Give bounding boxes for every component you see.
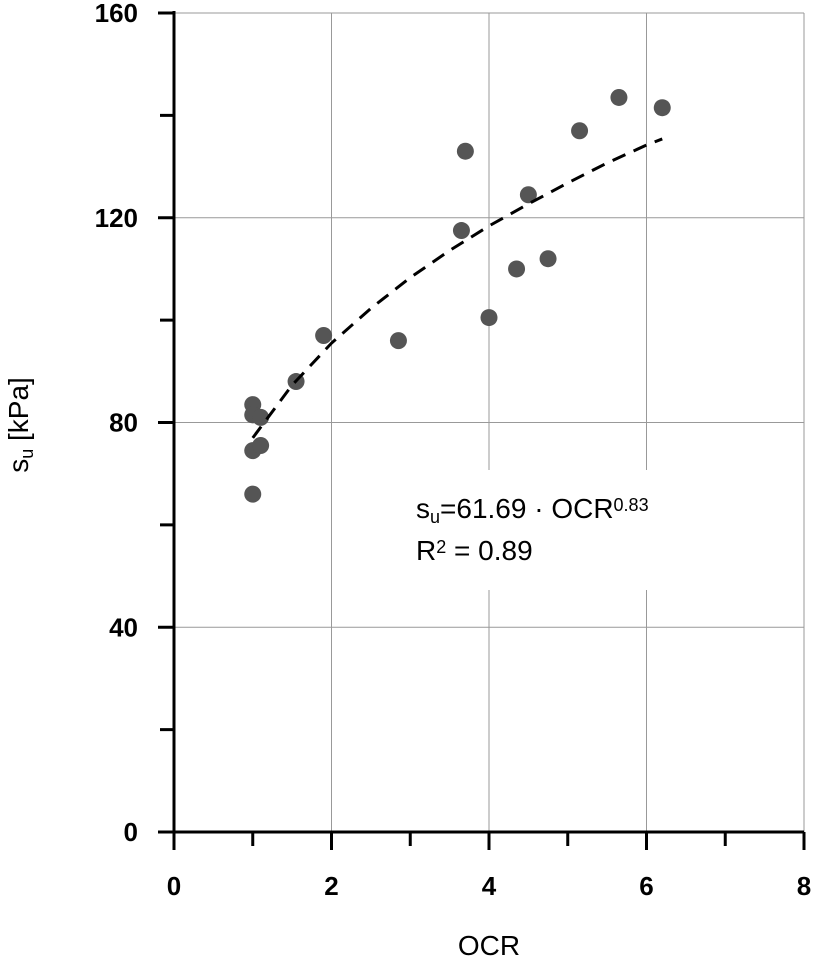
- text-part: = 0.89: [446, 535, 532, 566]
- point: [519, 186, 537, 204]
- text-part: s: [416, 493, 430, 524]
- point: [571, 122, 589, 140]
- point: [252, 408, 270, 426]
- point: [508, 260, 526, 278]
- x-tick-label: 2: [324, 871, 338, 901]
- x-tick-label: 8: [797, 871, 811, 901]
- point: [456, 142, 474, 160]
- annotation-box: [398, 470, 728, 590]
- text-part: u: [430, 507, 440, 527]
- point: [315, 326, 333, 344]
- text-part: =61.69 · OCR: [440, 493, 614, 524]
- text-part: [kPa]: [3, 377, 34, 449]
- text-part: s: [3, 459, 34, 473]
- y-axis-label: su [kPa]: [3, 377, 37, 473]
- fit-line: [251, 137, 663, 439]
- text-part: R: [416, 535, 436, 566]
- annotation: R2 = 0.89: [416, 535, 533, 566]
- y-tick-label: 0: [124, 817, 138, 847]
- point: [480, 309, 498, 327]
- y-tick-label: 80: [109, 408, 138, 438]
- point: [653, 99, 671, 117]
- point: [539, 250, 557, 268]
- annotation: su=61.69 · OCR0.83: [416, 493, 649, 527]
- y-tick-label: 120: [95, 203, 138, 233]
- text-part: 0.83: [614, 495, 649, 515]
- y-tick-label: 40: [109, 612, 138, 642]
- point: [252, 437, 270, 455]
- text-part: u: [17, 449, 37, 459]
- x-tick-label: 4: [482, 871, 497, 901]
- x-tick-label: 6: [639, 871, 653, 901]
- point: [452, 222, 470, 240]
- x-axis-label: OCR: [458, 930, 520, 961]
- point: [610, 88, 628, 106]
- point: [389, 332, 407, 350]
- y-tick-label: 160: [95, 0, 138, 28]
- text-part: 2: [436, 537, 446, 557]
- point: [244, 485, 262, 503]
- x-tick-label: 0: [167, 871, 181, 901]
